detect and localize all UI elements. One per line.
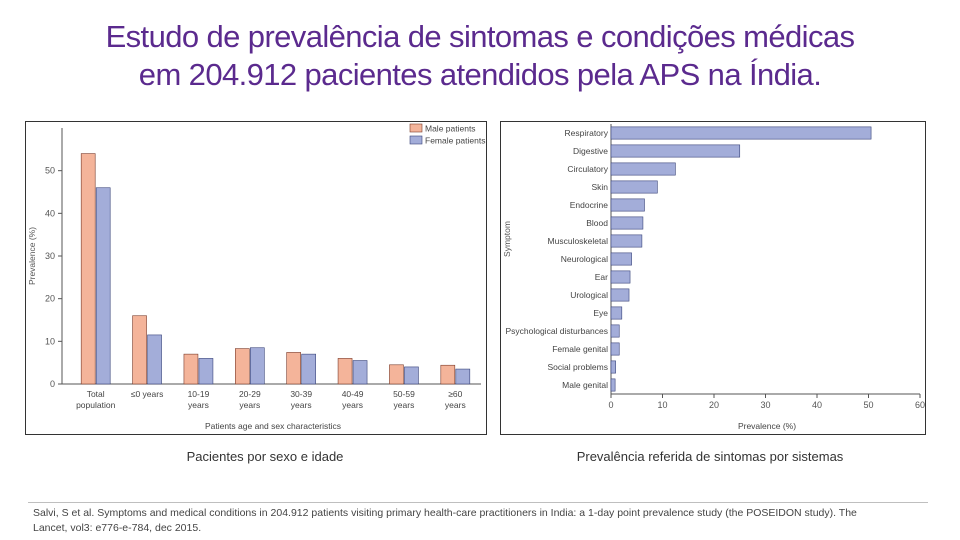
x-tick-label: ≥60	[448, 389, 462, 399]
title-line-1: Estudo de prevalência de sintomas e cond…	[105, 19, 855, 54]
symptom-bar	[610, 342, 620, 356]
legend-swatch	[409, 135, 423, 145]
male-bar	[286, 352, 301, 385]
legend-label: Female patients	[425, 136, 485, 146]
category-label: Digestive	[573, 146, 608, 156]
x-tick-label: years	[188, 400, 209, 410]
x-tick-label: 60	[915, 400, 925, 410]
category-label: Musculoskeletal	[548, 236, 609, 246]
x-axis-title: Patients age and sex characteristics	[205, 421, 341, 431]
symptom-bar	[610, 144, 741, 158]
x-tick-label: 40-49	[342, 389, 364, 399]
x-tick-label: 40	[812, 400, 822, 410]
category-label: Circulatory	[567, 164, 608, 174]
symptom-bar	[610, 162, 676, 176]
x-tick-label: Total	[87, 389, 105, 399]
symptom-bar	[610, 270, 631, 284]
symptom-bar	[610, 324, 620, 338]
male-bar	[235, 348, 250, 385]
female-bar	[404, 366, 419, 385]
age-sex-chart-svg: 0 10 20 30 40 50 Prevalence (%) Totalpopulation…	[27, 123, 485, 432]
x-tick-label: 30-39	[290, 389, 312, 399]
x-tick-label: 20	[709, 400, 719, 410]
category-label: Female genital	[552, 344, 608, 354]
citation-line-2: Lancet, vol3: e776-e-784, dec 2015.	[33, 522, 202, 534]
male-bar	[132, 315, 147, 385]
x-tick-label: 50	[863, 400, 873, 410]
category-label: Ear	[595, 272, 608, 282]
female-bar	[352, 360, 368, 385]
female-bar	[455, 368, 471, 385]
x-tick-label: 20-29	[239, 389, 261, 399]
symptom-bar	[610, 216, 644, 230]
symptom-bar	[610, 378, 616, 392]
symptom-chart-svg: Respiratory Digestive Circulatory Skin Endoc…	[502, 124, 925, 431]
x-tick-label: ≤0 years	[131, 389, 164, 399]
x-tick-label: 30	[760, 400, 770, 410]
symptom-bar	[610, 252, 632, 266]
age-sex-bar-chart: 0 10 20 30 40 50 Prevalence (%) Total population…	[25, 121, 487, 435]
y-tick-label: 10	[45, 336, 55, 346]
y-tick-label: 50	[45, 166, 55, 176]
y-axis-title: Symptom	[502, 221, 512, 257]
y-axis-title: Prevalence (%)	[27, 227, 37, 285]
category-label: Neurological	[561, 254, 608, 264]
page-title: Estudo de prevalência de sintomas e cond…	[0, 18, 960, 94]
legend-swatch	[409, 123, 423, 133]
male-bar	[440, 364, 456, 385]
male-bar	[183, 353, 199, 385]
female-bar	[250, 347, 265, 385]
left-chart-caption: Pacientes por sexo e idade	[186, 449, 344, 464]
symptom-bar	[610, 306, 623, 320]
female-bar	[95, 187, 111, 385]
citation-line-1: Salvi, S et al. Symptoms and medical con…	[33, 507, 857, 519]
x-tick-label: years	[291, 400, 312, 410]
x-tick-label: 0	[608, 400, 613, 410]
male-bar	[80, 153, 96, 385]
x-tick-label: years	[445, 400, 466, 410]
legend-label: Male patients	[425, 124, 476, 134]
y-tick-label: 20	[45, 294, 55, 304]
category-label: Urological	[570, 290, 608, 300]
y-tick-label: 30	[45, 251, 55, 261]
category-label: Eye	[593, 308, 608, 318]
y-tick-label: 40	[45, 208, 55, 218]
right-chart-caption: Prevalência referida de sintomas por sis…	[576, 449, 844, 464]
x-tick-label: population	[76, 400, 116, 410]
category-label: Social problems	[548, 362, 608, 372]
symptom-bar	[610, 126, 872, 140]
male-bar	[389, 364, 404, 385]
x-tick-label: 10	[657, 400, 667, 410]
symptom-bar	[610, 360, 616, 374]
symptom-bar	[610, 288, 630, 302]
symptom-bar-chart: Respiratory Digestive Circulatory Skin Endoc…	[500, 121, 926, 435]
x-tick-label: 10-19	[188, 389, 210, 399]
citation-divider	[28, 502, 928, 503]
category-label: Psychological disturbances	[505, 326, 608, 336]
category-label: Male genital	[562, 380, 608, 390]
title-line-2: em 204.912 pacientes atendidos pela APS …	[138, 57, 822, 92]
x-tick-label: years	[239, 400, 260, 410]
female-bar	[147, 334, 162, 385]
female-bar	[198, 358, 214, 385]
female-bar	[301, 353, 316, 385]
category-label: Respiratory	[565, 128, 609, 138]
symptom-bar	[610, 180, 658, 194]
x-tick-label: years	[342, 400, 363, 410]
category-label: Blood	[586, 218, 608, 228]
category-label: Endocrine	[570, 200, 609, 210]
symptom-bar	[610, 234, 643, 248]
citation: Salvi, S et al. Symptoms and medical con…	[33, 506, 933, 536]
category-label: Skin	[591, 182, 608, 192]
x-tick-label: 50-59	[393, 389, 415, 399]
x-tick-label: years	[394, 400, 415, 410]
x-axis-title: Prevalence (%)	[738, 421, 796, 431]
y-tick-label: 0	[50, 379, 55, 389]
male-bar	[337, 358, 353, 385]
symptom-bar	[610, 198, 645, 212]
